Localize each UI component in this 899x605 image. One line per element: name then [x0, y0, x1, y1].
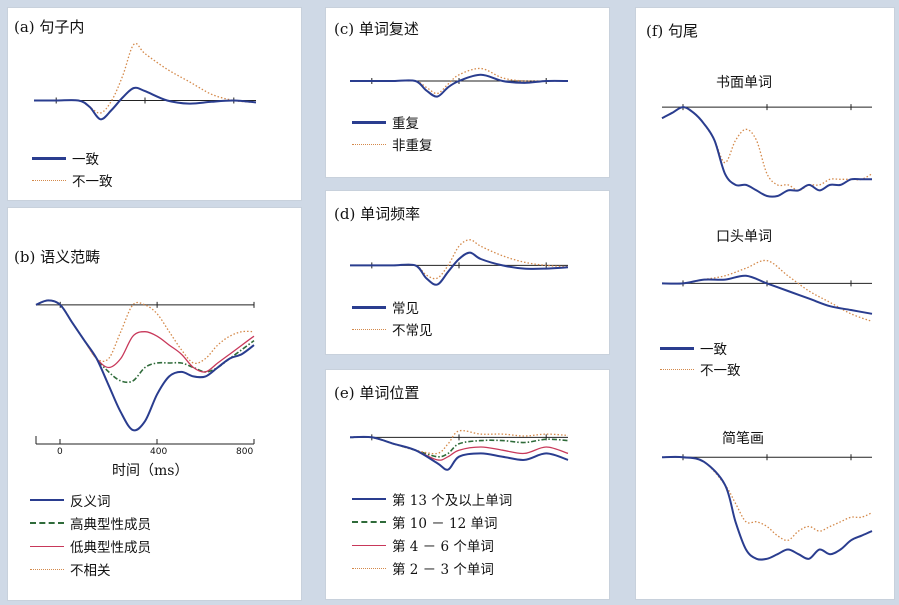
legend-swatch-blue	[32, 156, 66, 160]
panel-c: (c) 单词复述 重复 非重复	[325, 7, 610, 178]
panel-f-drawing-title: 简笔画	[722, 431, 764, 447]
series-line-c	[350, 67, 568, 95]
panel-c-legend-2: 非重复	[352, 134, 433, 154]
legend-swatch-blue	[352, 305, 386, 309]
series-line-f-drawing	[661, 456, 873, 542]
tick-800: 800	[236, 447, 254, 457]
legend-swatch-green	[30, 522, 64, 524]
series-line-b	[35, 299, 255, 373]
panel-d-title: (d) 单词频率	[334, 205, 421, 223]
legend-label: 一致	[700, 342, 727, 358]
series-line-f-written	[661, 106, 873, 192]
panel-e: (e) 单词位置 第 13 个及以上单词 第 10 － 12 单词 第 4 － …	[325, 369, 610, 600]
legend-label: 低典型性成员	[70, 540, 151, 556]
legend-swatch-orange	[660, 368, 694, 370]
legend-swatch-blue	[352, 120, 386, 124]
panel-b-time-axis	[35, 436, 255, 445]
panel-a-legend-1: 一致	[32, 148, 99, 168]
legend-label: 一致	[72, 152, 99, 168]
panel-f: (f) 句尾 书面单词 口头单词 一致 不一致 简笔画	[635, 7, 895, 600]
legend-label: 第 4 － 6 个单词	[392, 539, 494, 555]
panel-b-xlabel: 时间（ms）	[112, 463, 189, 479]
legend-label: 不常见	[392, 323, 433, 339]
tick-400: 400	[150, 447, 168, 457]
series-line-f-written	[661, 106, 872, 198]
panel-f-legend-1: 一致	[660, 338, 727, 358]
series-line-f-drawing	[661, 455, 873, 561]
tick-0: 0	[57, 447, 63, 457]
legend-label: 非重复	[392, 138, 433, 154]
series-line-f-spoken	[661, 274, 873, 315]
panel-a-plot	[33, 42, 257, 121]
legend-label: 常见	[392, 301, 419, 317]
panel-f-spoken-plot	[661, 259, 873, 323]
legend-swatch-orange	[32, 179, 66, 181]
panel-e-legend-2: 第 10 － 12 单词	[352, 512, 498, 532]
legend-swatch-orange	[352, 143, 386, 145]
panel-c-plot	[350, 67, 569, 98]
panel-b-plot	[35, 299, 255, 432]
legend-swatch-orange	[352, 328, 386, 330]
legend-label: 不一致	[72, 174, 113, 190]
panel-f-legend-2: 不一致	[660, 359, 741, 379]
panel-b-legend-2: 高典型性成员	[30, 513, 151, 533]
legend-swatch-red	[30, 545, 64, 547]
series-line-b	[35, 299, 255, 384]
panel-b: (b) 语义范畴 0 400 800 时间（ms） 反义词 高典型性成员 低典型…	[7, 207, 302, 601]
panel-a-legend-2: 不一致	[32, 170, 113, 190]
legend-swatch-blue	[352, 498, 386, 500]
panel-f-drawing-plot	[661, 454, 873, 561]
legend-swatch-blue	[660, 346, 694, 350]
legend-label: 第 2 － 3 个单词	[392, 562, 494, 578]
panel-b-legend-1: 反义词	[30, 490, 111, 510]
legend-label: 不一致	[700, 363, 741, 379]
legend-swatch-orange	[352, 567, 386, 569]
panel-b-legend-4: 不相关	[30, 559, 111, 579]
panel-e-title: (e) 单词位置	[334, 384, 420, 402]
legend-swatch-green	[352, 521, 386, 523]
panel-e-plot	[349, 429, 569, 471]
panel-d-plot	[350, 239, 569, 286]
legend-label: 不相关	[70, 563, 111, 579]
panel-b-legend-3: 低典型性成员	[30, 536, 151, 556]
panel-c-legend-1: 重复	[352, 112, 419, 132]
legend-swatch-blue	[30, 499, 64, 501]
series-line-d	[350, 251, 569, 286]
legend-label: 高典型性成员	[70, 517, 151, 533]
panel-f-written-title: 书面单词	[716, 75, 772, 91]
series-line-e	[349, 435, 569, 471]
panel-a: (a) 句子内 一致 不一致	[7, 7, 302, 201]
legend-swatch-red	[352, 544, 386, 546]
panel-f-title: (f) 句尾	[646, 22, 699, 40]
panel-f-written-plot	[661, 104, 873, 198]
panel-e-legend-1: 第 13 个及以上单词	[352, 489, 512, 509]
legend-label: 重复	[392, 116, 419, 132]
panel-c-title: (c) 单词复述	[334, 20, 419, 38]
panel-d-legend-1: 常见	[352, 297, 419, 317]
panel-e-legend-3: 第 4 － 6 个单词	[352, 535, 494, 555]
panel-a-title: (a) 句子内	[14, 18, 85, 36]
legend-label: 反义词	[70, 494, 111, 510]
panel-e-legend-4: 第 2 － 3 个单词	[352, 558, 494, 578]
series-line-f-spoken	[661, 259, 873, 323]
panel-d: (d) 单词频率 常见 不常见	[325, 190, 610, 355]
legend-swatch-orange	[30, 568, 64, 570]
panel-b-title: (b) 语义范畴	[14, 248, 101, 266]
series-line-a	[33, 86, 257, 121]
panel-d-legend-2: 不常见	[352, 319, 433, 339]
series-line-b	[35, 299, 255, 432]
legend-label: 第 13 个及以上单词	[392, 493, 513, 509]
series-line-c	[350, 73, 569, 98]
legend-label: 第 10 － 12 单词	[392, 516, 498, 532]
panel-f-spoken-title: 口头单词	[716, 229, 772, 245]
